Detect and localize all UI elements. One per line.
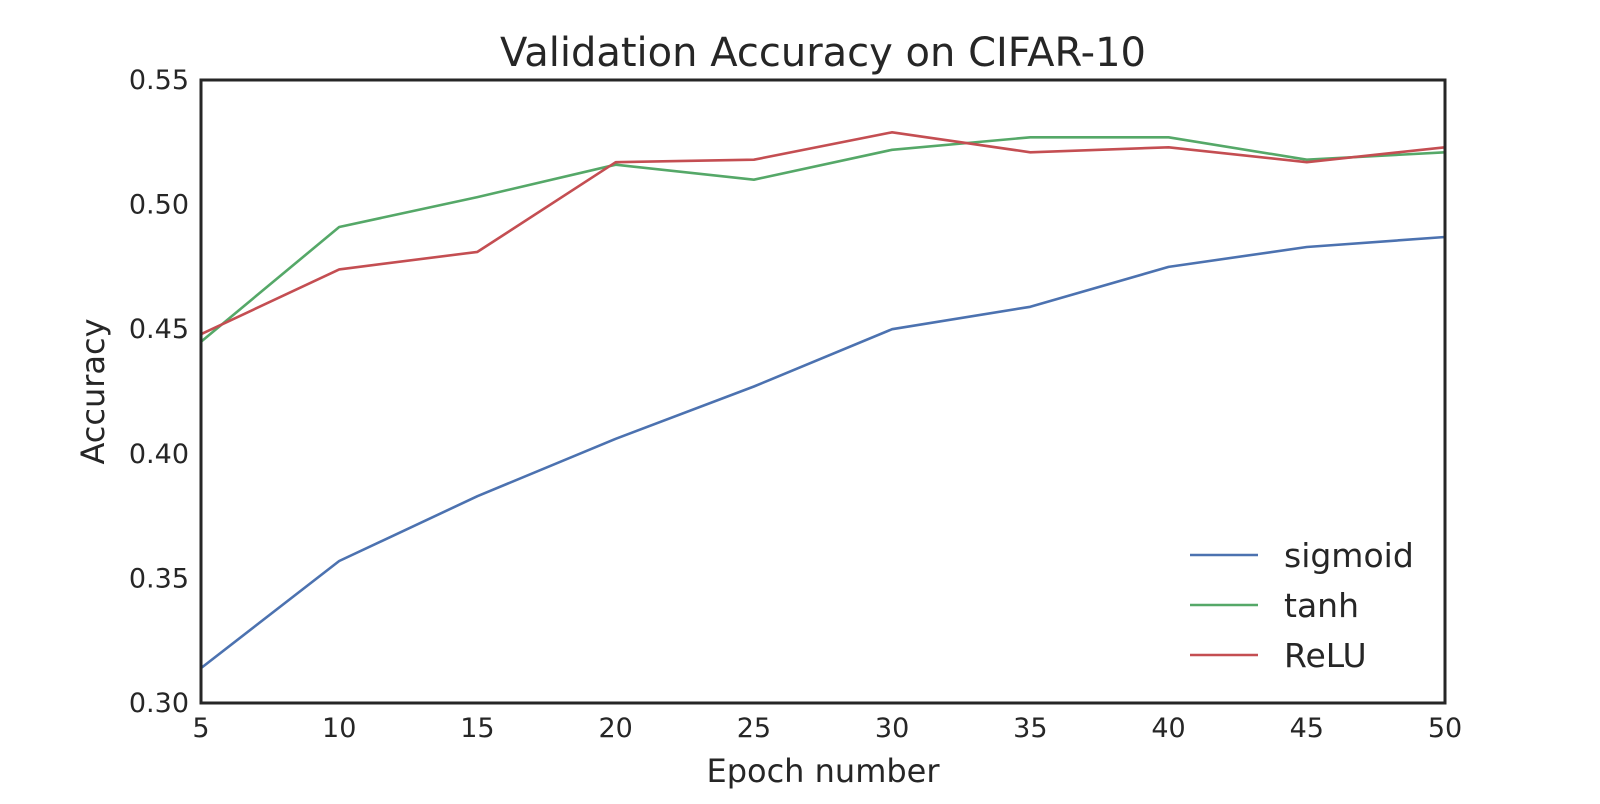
series-layer xyxy=(200,131,1446,670)
legend-label: tanh xyxy=(1284,586,1359,625)
x-axis-label: Epoch number xyxy=(706,752,940,790)
series-line-relu xyxy=(200,131,1446,336)
y-tick-label: 0.55 xyxy=(129,65,189,96)
x-axis-ticks: 5 10 15 20 25 30 35 40 45 50 xyxy=(192,713,1462,744)
chart-title: Validation Accuracy on CIFAR-10 xyxy=(500,30,1146,76)
y-axis-label: Accuracy xyxy=(74,318,112,464)
x-tick-label: 50 xyxy=(1428,713,1462,744)
x-tick-label: 40 xyxy=(1151,713,1185,744)
x-tick-label: 15 xyxy=(460,713,494,744)
legend-item-sigmoid: sigmoid xyxy=(1190,536,1414,575)
y-tick-label: 0.50 xyxy=(129,190,189,221)
plot-area-frame xyxy=(199,78,1447,705)
legend-label: ReLU xyxy=(1284,636,1367,675)
y-tick-label: 0.45 xyxy=(129,314,189,345)
legend-item-tanh: tanh xyxy=(1190,586,1359,625)
series-line-sigmoid xyxy=(200,235,1446,670)
y-tick-label: 0.30 xyxy=(129,688,189,719)
x-tick-label: 20 xyxy=(598,713,632,744)
series-line-tanh xyxy=(200,136,1446,343)
x-tick-label: 45 xyxy=(1290,713,1324,744)
x-tick-label: 10 xyxy=(322,713,356,744)
x-tick-label: 25 xyxy=(737,713,771,744)
x-tick-label: 30 xyxy=(875,713,909,744)
y-tick-label: 0.35 xyxy=(129,563,189,594)
legend: sigmoid tanh ReLU xyxy=(1190,536,1414,675)
y-tick-label: 0.40 xyxy=(129,439,189,470)
x-tick-label: 5 xyxy=(192,713,209,744)
y-axis-ticks: 0.30 0.35 0.40 0.45 0.50 0.55 xyxy=(129,65,189,719)
legend-item-relu: ReLU xyxy=(1190,636,1367,675)
x-tick-label: 35 xyxy=(1013,713,1047,744)
legend-label: sigmoid xyxy=(1284,536,1414,575)
